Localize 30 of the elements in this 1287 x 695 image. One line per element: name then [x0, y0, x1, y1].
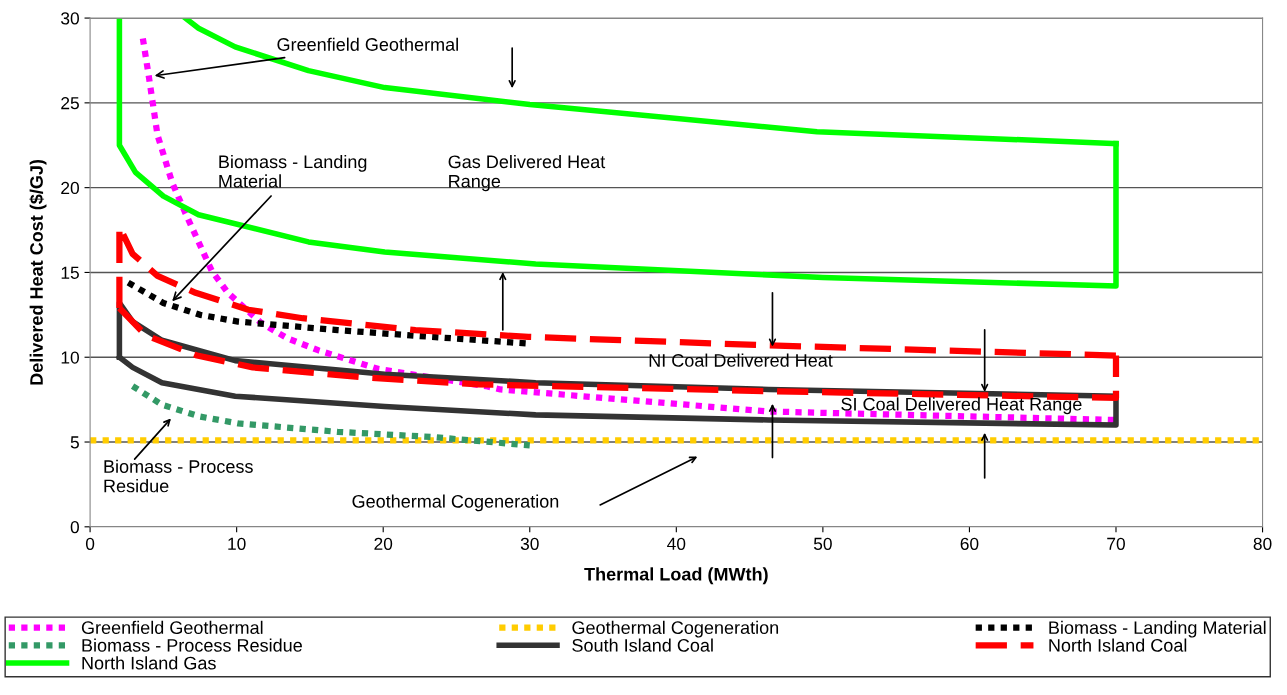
- y-tick-label: 5: [70, 436, 79, 449]
- legend-label: North Island Gas: [82, 656, 216, 670]
- y-tick-label: 10: [61, 351, 79, 364]
- annotation: Geothermal Cogeneration: [352, 494, 559, 512]
- y-tick-label: 15: [61, 266, 79, 279]
- x-tick-label: 20: [374, 537, 393, 550]
- annotation: SI Coal Delivered Heat Range: [841, 397, 1082, 415]
- x-tick-label: 60: [960, 537, 979, 550]
- x-tick-label: 10: [228, 537, 246, 550]
- legend-label: South Island Coal: [572, 638, 713, 652]
- y-tick-label: 0: [70, 520, 79, 534]
- y-tick-label: 20: [61, 181, 79, 195]
- legend-label: Biomass - Process Residue: [82, 638, 302, 652]
- legend-label: North Island Coal: [1049, 638, 1187, 652]
- legend-label: Geothermal Cogeneration: [572, 620, 779, 638]
- annotation: Biomass - Landing Material: [219, 154, 367, 188]
- legend-label: Greenfield Geothermal: [81, 620, 263, 635]
- x-tick-label: 80: [1253, 537, 1272, 550]
- x-tick-label: 0: [85, 537, 95, 550]
- legend-label: Biomass - Landing Material: [1049, 620, 1266, 638]
- x-tick-label: 40: [667, 537, 686, 550]
- annotation: Biomass - Process Residue: [104, 459, 253, 493]
- y-tick-label: 25: [61, 97, 79, 110]
- annotation: Greenfield Geothermal: [277, 37, 458, 51]
- y-tick-label: 30: [61, 12, 79, 25]
- x-axis-title: Thermal Load (MWth): [584, 567, 768, 585]
- x-tick-label: 30: [520, 537, 539, 550]
- x-tick-label: 50: [813, 537, 832, 550]
- x-tick-label: 70: [1107, 537, 1125, 550]
- y-axis-title: Delivered Heat Cost ($/GJ): [29, 159, 47, 385]
